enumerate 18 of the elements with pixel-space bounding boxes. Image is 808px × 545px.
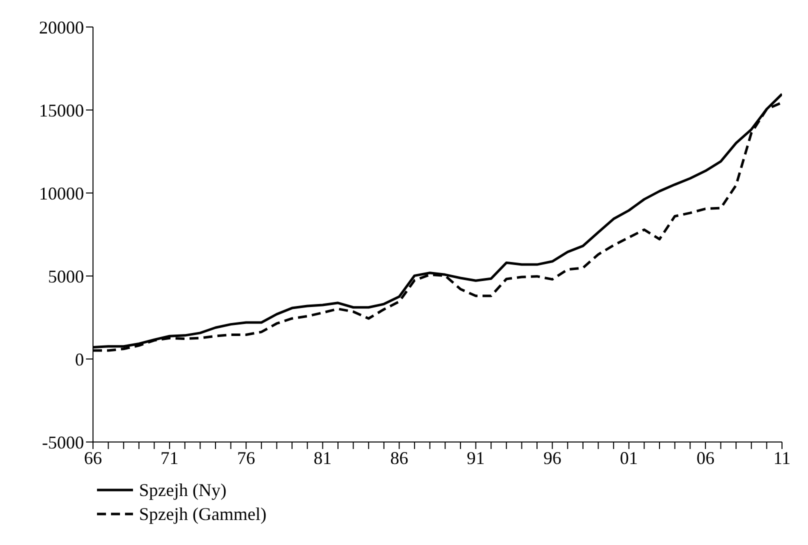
- x-tick-label: 81: [314, 448, 332, 468]
- x-tick-label: 01: [620, 448, 638, 468]
- y-tick-label: 10000: [39, 183, 84, 204]
- x-tick-label: 66: [84, 448, 102, 468]
- x-tick-label: 91: [466, 448, 485, 468]
- x-tick-label: 76: [237, 448, 256, 468]
- y-tick-label: 15000: [39, 100, 84, 120]
- y-tick-label: 5000: [48, 266, 84, 286]
- x-tick-label: 06: [696, 448, 714, 468]
- x-tick-label: 11: [773, 448, 791, 468]
- y-tick-label: -5000: [42, 432, 84, 452]
- legend-label: Spzejh (Ny): [139, 480, 226, 500]
- y-tick-label: 20000: [39, 17, 84, 38]
- x-tick-label: 86: [390, 448, 408, 468]
- legend-label: Spzejh (Gammel): [139, 504, 266, 524]
- y-tick-label: 0: [75, 349, 84, 370]
- x-tick-label: 71: [160, 448, 179, 468]
- x-tick-label: 96: [543, 448, 562, 468]
